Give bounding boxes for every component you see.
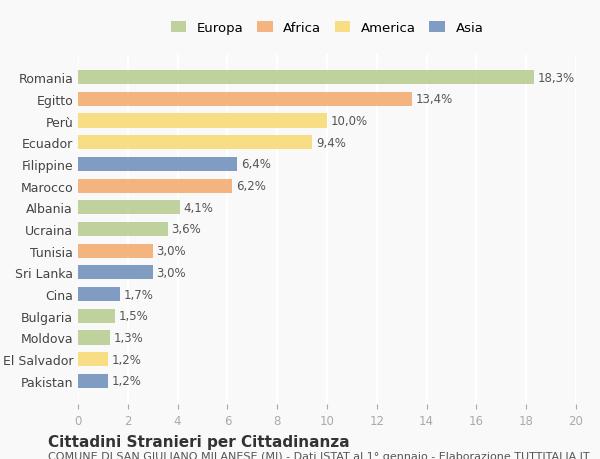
Bar (78, 114, 327, 129)
Text: 1,2%: 1,2% (112, 353, 142, 366)
Text: 6,2%: 6,2% (236, 180, 266, 193)
Bar (78, 179, 232, 193)
Bar (78, 374, 108, 388)
Text: 1,3%: 1,3% (114, 331, 144, 344)
Bar (78, 157, 238, 172)
Bar (78, 201, 180, 215)
Text: 10,0%: 10,0% (331, 115, 368, 128)
Text: 3,0%: 3,0% (157, 266, 186, 279)
Text: 1,7%: 1,7% (124, 288, 154, 301)
Bar (78, 309, 115, 323)
Bar (78, 223, 167, 236)
Legend: Europa, Africa, America, Asia: Europa, Africa, America, Asia (165, 17, 489, 40)
Text: 3,6%: 3,6% (172, 223, 201, 236)
Text: COMUNE DI SAN GIULIANO MILANESE (MI) - Dati ISTAT al 1° gennaio - Elaborazione T: COMUNE DI SAN GIULIANO MILANESE (MI) - D… (48, 451, 590, 459)
Text: 1,2%: 1,2% (112, 375, 142, 387)
Text: 3,0%: 3,0% (157, 245, 186, 257)
Text: Cittadini Stranieri per Cittadinanza: Cittadini Stranieri per Cittadinanza (48, 434, 350, 449)
Bar (78, 136, 312, 150)
Bar (78, 93, 412, 106)
Text: 1,5%: 1,5% (119, 310, 149, 323)
Bar (78, 244, 152, 258)
Bar (78, 353, 108, 366)
Text: 9,4%: 9,4% (316, 136, 346, 149)
Text: 4,1%: 4,1% (184, 202, 214, 214)
Bar (78, 266, 152, 280)
Text: 18,3%: 18,3% (538, 72, 575, 84)
Bar (78, 287, 121, 302)
Bar (78, 71, 533, 85)
Text: 13,4%: 13,4% (415, 93, 452, 106)
Text: 6,4%: 6,4% (241, 158, 271, 171)
Bar (78, 330, 110, 345)
